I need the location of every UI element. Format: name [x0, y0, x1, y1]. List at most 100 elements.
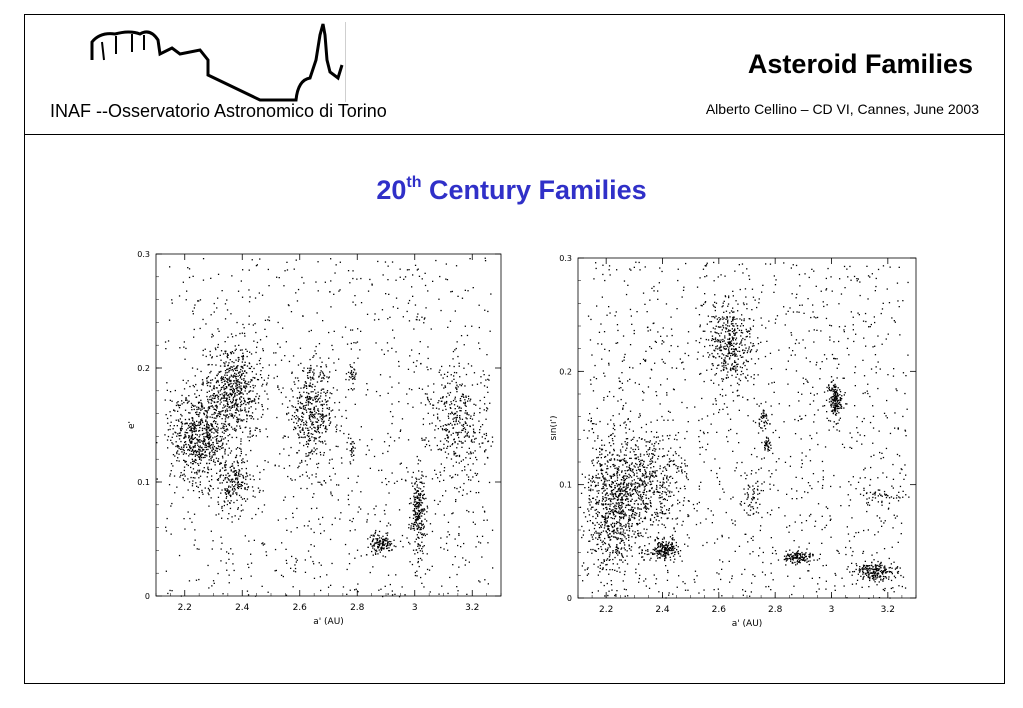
data-point — [183, 445, 185, 447]
data-point — [851, 517, 853, 519]
data-point — [869, 421, 872, 424]
data-point — [346, 441, 348, 444]
data-point — [615, 342, 617, 344]
data-point — [304, 381, 307, 383]
data-point — [897, 428, 899, 430]
data-point — [310, 451, 312, 453]
data-point — [230, 469, 232, 471]
data-point — [233, 490, 235, 492]
data-point — [829, 420, 832, 422]
data-point — [234, 515, 236, 517]
data-point — [829, 336, 831, 338]
data-point — [315, 397, 317, 399]
data-point — [907, 354, 909, 356]
data-point — [875, 372, 877, 374]
data-point — [417, 560, 419, 563]
data-point — [197, 401, 200, 403]
data-point — [621, 547, 623, 549]
data-point — [339, 430, 341, 432]
data-point — [236, 461, 239, 464]
data-point — [236, 416, 238, 419]
data-point — [198, 497, 200, 499]
data-point — [211, 479, 213, 481]
data-point — [189, 446, 191, 449]
data-point — [277, 321, 279, 324]
data-point — [892, 478, 895, 480]
data-point — [668, 476, 671, 478]
data-point — [757, 343, 760, 345]
data-point — [216, 438, 218, 440]
data-point — [660, 335, 662, 337]
data-point — [419, 550, 421, 552]
data-point — [201, 405, 203, 407]
data-point — [627, 595, 629, 597]
data-point — [486, 519, 488, 521]
y-tick-label: 0 — [145, 592, 150, 601]
data-point — [621, 372, 623, 374]
data-point — [244, 488, 246, 490]
data-point — [607, 594, 609, 597]
data-point — [241, 420, 244, 422]
data-point — [596, 543, 598, 546]
data-point — [220, 427, 222, 430]
data-point — [669, 559, 672, 561]
data-point — [386, 547, 388, 549]
data-point — [333, 362, 335, 364]
data-point — [294, 564, 296, 566]
data-point — [180, 428, 182, 430]
data-point — [201, 383, 203, 385]
data-point — [235, 470, 237, 472]
data-point — [291, 418, 293, 420]
data-point — [217, 414, 219, 417]
data-point — [232, 478, 234, 480]
data-point — [479, 412, 481, 414]
data-point — [320, 483, 322, 485]
data-point — [235, 348, 237, 350]
data-point — [391, 548, 393, 551]
data-point — [323, 391, 325, 393]
data-point — [458, 455, 461, 458]
data-point — [243, 399, 245, 401]
data-point — [481, 556, 483, 558]
data-point — [624, 470, 626, 472]
data-point — [407, 403, 409, 405]
data-point — [305, 455, 307, 457]
data-point — [747, 495, 749, 497]
data-point — [415, 492, 417, 494]
data-point — [434, 513, 437, 515]
data-point — [479, 581, 481, 583]
data-point — [419, 341, 421, 343]
data-point — [455, 416, 457, 419]
data-point — [827, 507, 829, 510]
data-point — [590, 383, 592, 385]
data-point — [302, 436, 304, 439]
data-point — [200, 420, 202, 422]
data-point — [305, 443, 307, 445]
data-point — [586, 437, 589, 439]
data-point — [220, 440, 222, 442]
data-point — [710, 423, 712, 425]
data-point — [612, 440, 614, 442]
data-point — [665, 565, 667, 567]
data-point — [823, 391, 826, 393]
data-point — [239, 455, 241, 457]
data-point — [226, 381, 228, 383]
data-point — [238, 410, 240, 412]
data-point — [335, 445, 337, 447]
data-point — [456, 434, 459, 436]
data-point — [628, 536, 630, 539]
data-point — [420, 481, 422, 483]
data-point — [210, 399, 212, 401]
data-point — [222, 457, 224, 459]
data-point — [741, 367, 743, 369]
data-point — [310, 528, 312, 530]
y-tick-label: 0.1 — [137, 478, 150, 487]
data-point — [602, 264, 604, 266]
data-point — [227, 454, 229, 456]
data-point — [425, 307, 427, 309]
data-point — [194, 442, 196, 444]
data-point — [276, 416, 278, 419]
data-point — [852, 550, 854, 553]
data-point — [448, 423, 450, 426]
data-point — [204, 444, 206, 446]
